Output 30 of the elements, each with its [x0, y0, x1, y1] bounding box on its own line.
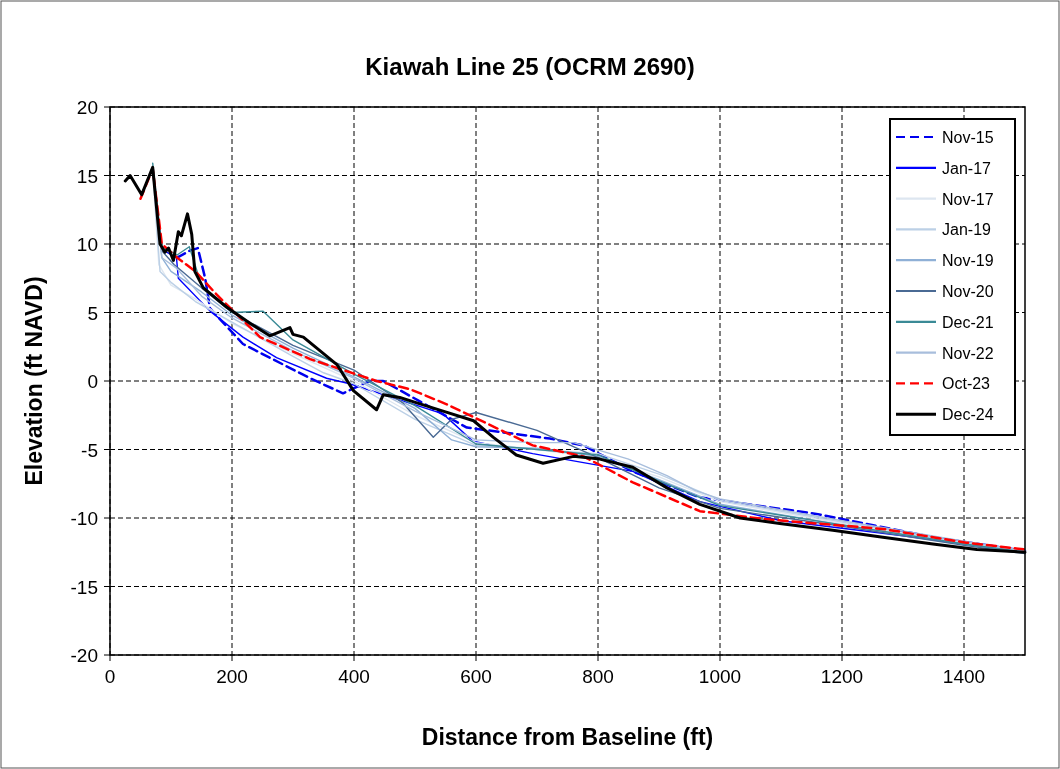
y-tick-label: 5 — [87, 302, 98, 324]
y-tick-label: 0 — [87, 371, 98, 392]
x-tick-label: 0 — [104, 666, 116, 687]
legend-label: Nov-17 — [942, 190, 994, 208]
y-tick-label: 20 — [76, 97, 98, 118]
x-tick-label: 1400 — [942, 666, 986, 687]
x-tick-label: 400 — [338, 666, 370, 687]
y-axis-title: Elevation (ft NAVD) — [21, 276, 47, 486]
chart-title: Kiawah Line 25 (OCRM 2690) — [365, 53, 695, 80]
y-tick-label: 15 — [76, 165, 98, 187]
x-axis-title: Distance from Baseline (ft) — [421, 724, 714, 750]
legend-label: Nov-15 — [942, 129, 994, 146]
y-tick-label: 10 — [76, 234, 98, 255]
legend-label: Nov-22 — [942, 344, 994, 362]
legend-label: Dec-24 — [942, 406, 994, 424]
legend-label: Dec-21 — [942, 313, 994, 331]
x-tick-label: 800 — [582, 666, 614, 687]
legend-label: Nov-19 — [942, 252, 994, 270]
y-tick-label: -15 — [70, 576, 98, 598]
y-tick-label: -5 — [81, 439, 98, 461]
y-tick-label: -20 — [70, 645, 98, 666]
legend-label: Jan-19 — [942, 221, 992, 239]
x-tick-label: 1200 — [820, 666, 864, 687]
x-tick-label: 200 — [216, 666, 248, 687]
legend-label: Oct-23 — [942, 375, 991, 393]
x-tick-label: 1000 — [698, 666, 742, 687]
y-tick-label: -10 — [70, 508, 98, 529]
legend-label: Jan-17 — [942, 159, 992, 177]
x-tick-label: 600 — [460, 666, 492, 687]
legend-label: Nov-20 — [942, 283, 994, 300]
